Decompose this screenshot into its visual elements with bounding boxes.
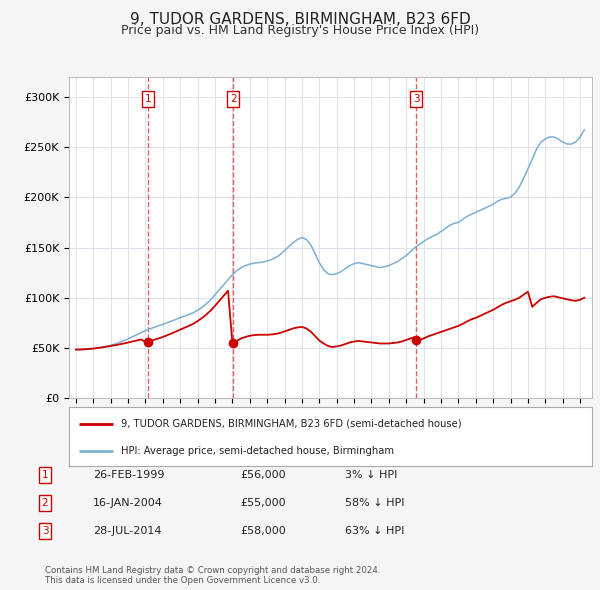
Text: £58,000: £58,000 <box>240 526 286 536</box>
Text: 2: 2 <box>41 498 49 507</box>
Text: 9, TUDOR GARDENS, BIRMINGHAM, B23 6FD: 9, TUDOR GARDENS, BIRMINGHAM, B23 6FD <box>130 12 470 27</box>
Text: 3% ↓ HPI: 3% ↓ HPI <box>345 470 397 480</box>
Text: £56,000: £56,000 <box>240 470 286 480</box>
Text: 2: 2 <box>230 94 236 104</box>
Text: 1: 1 <box>145 94 151 104</box>
Text: HPI: Average price, semi-detached house, Birmingham: HPI: Average price, semi-detached house,… <box>121 447 394 456</box>
Text: Contains HM Land Registry data © Crown copyright and database right 2024.
This d: Contains HM Land Registry data © Crown c… <box>45 566 380 585</box>
Text: 3: 3 <box>41 526 49 536</box>
Text: 26-FEB-1999: 26-FEB-1999 <box>93 470 164 480</box>
Text: 63% ↓ HPI: 63% ↓ HPI <box>345 526 404 536</box>
Text: 58% ↓ HPI: 58% ↓ HPI <box>345 498 404 507</box>
Text: £55,000: £55,000 <box>240 498 286 507</box>
Text: 16-JAN-2004: 16-JAN-2004 <box>93 498 163 507</box>
Text: Price paid vs. HM Land Registry's House Price Index (HPI): Price paid vs. HM Land Registry's House … <box>121 24 479 37</box>
Text: 28-JUL-2014: 28-JUL-2014 <box>93 526 161 536</box>
Text: 3: 3 <box>413 94 419 104</box>
Text: 1: 1 <box>41 470 49 480</box>
Text: 9, TUDOR GARDENS, BIRMINGHAM, B23 6FD (semi-detached house): 9, TUDOR GARDENS, BIRMINGHAM, B23 6FD (s… <box>121 419 462 428</box>
